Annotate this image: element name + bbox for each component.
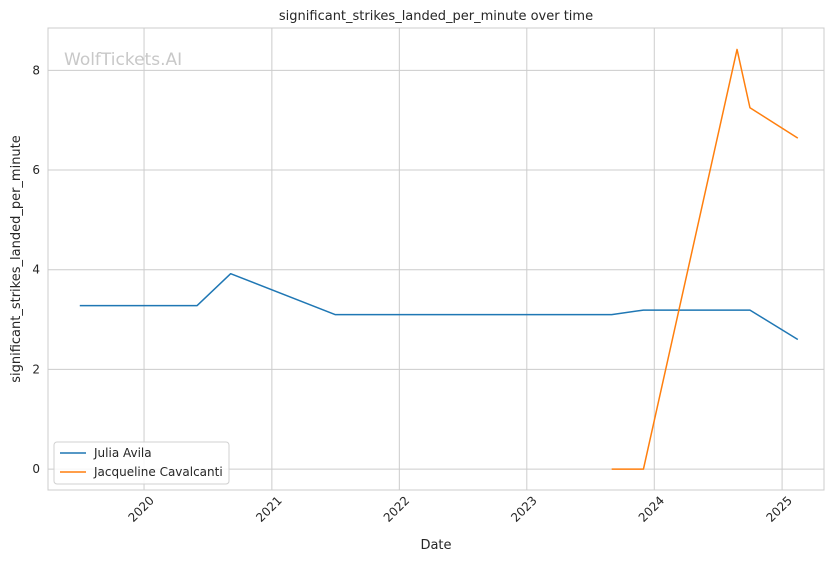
y-tick-label: 8 bbox=[32, 63, 40, 77]
legend-label-jacqueline-cavalcanti: Jacqueline Cavalcanti bbox=[93, 465, 223, 479]
chart-title: significant_strikes_landed_per_minute ov… bbox=[279, 9, 593, 24]
y-axis-label: significant_strikes_landed_per_minute bbox=[9, 135, 24, 383]
legend-label-julia-avila: Julia Avila bbox=[93, 446, 152, 460]
series-line-jacqueline-cavalcanti bbox=[611, 48, 799, 470]
x-axis-label: Date bbox=[420, 538, 451, 553]
series-layer bbox=[79, 48, 799, 470]
y-tick-label: 0 bbox=[32, 462, 40, 476]
legend: Julia Avila Jacqueline Cavalcanti bbox=[53, 441, 230, 485]
series-line-julia-avila bbox=[79, 272, 799, 341]
grid bbox=[48, 28, 824, 490]
y-tick-label: 6 bbox=[32, 163, 40, 177]
plot-frame bbox=[47, 27, 825, 491]
y-tick-label: 2 bbox=[32, 362, 40, 376]
y-tick-label: 4 bbox=[32, 263, 40, 277]
legend-box bbox=[53, 441, 230, 485]
watermark: WolfTickets.AI bbox=[64, 50, 182, 70]
